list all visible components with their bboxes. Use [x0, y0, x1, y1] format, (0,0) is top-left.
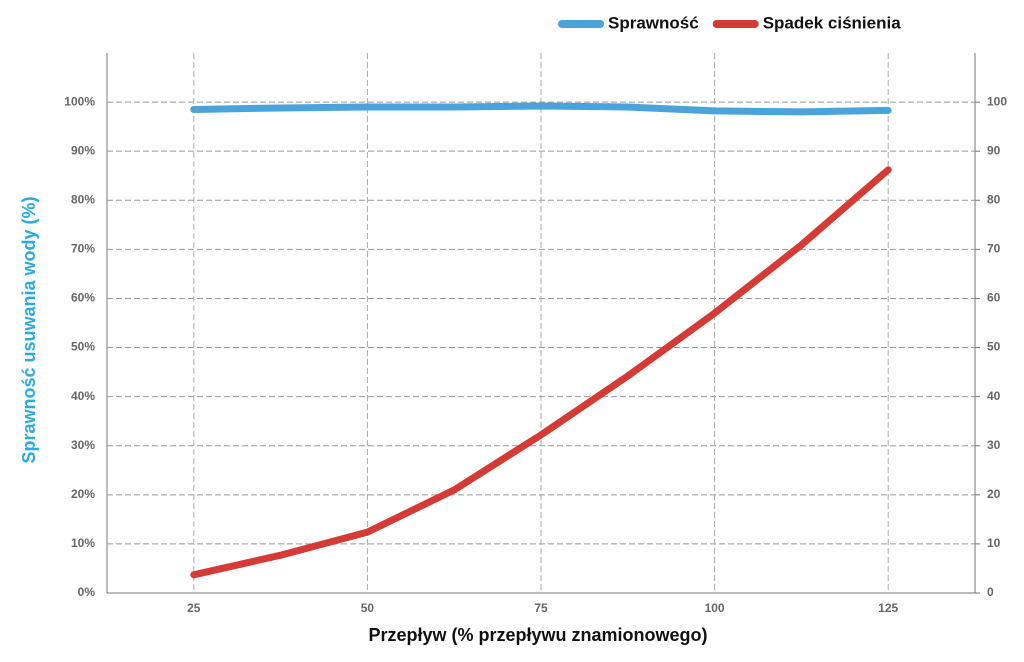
- y-axis-title: Sprawność usuwania wody (%): [19, 196, 39, 463]
- y2-tick-label: 60: [987, 291, 1001, 305]
- x-tick-label: 125: [878, 601, 898, 615]
- y-tick-label: 10%: [71, 536, 95, 550]
- y2-tick-label: 90: [987, 143, 1001, 157]
- y2-tick-label: 40: [987, 389, 1001, 403]
- x-tick-label: 100: [705, 601, 725, 615]
- y-tick-label: 30%: [71, 438, 95, 452]
- y-tick-label: 40%: [71, 389, 95, 403]
- y2-tick-label: 70: [987, 242, 1001, 256]
- x-tick-label: 75: [534, 601, 548, 615]
- series-line: [190, 166, 892, 579]
- y-tick-label: 60%: [71, 291, 95, 305]
- y-tick-label: 100%: [64, 94, 95, 108]
- y-tick-label: 0%: [78, 585, 96, 599]
- series-line: [190, 102, 892, 116]
- y2-tick-label: 80: [987, 192, 1001, 206]
- y-tick-label: 70%: [71, 242, 95, 256]
- y-tick-label: 50%: [71, 340, 95, 354]
- x-axis-title: Przepływ (% przepływu znamionowego): [368, 625, 707, 645]
- y2-tick-label: 100: [987, 94, 1007, 108]
- y-tick-label: 20%: [71, 487, 95, 501]
- legend-label: Sprawność: [608, 13, 699, 32]
- y2-tick-label: 50: [987, 340, 1001, 354]
- legend-label: Spadek ciśnienia: [763, 13, 901, 32]
- x-tick-label: 25: [187, 601, 201, 615]
- y2-tick-label: 0: [987, 585, 994, 599]
- y-tick-label: 90%: [71, 143, 95, 157]
- y2-tick-label: 30: [987, 438, 1001, 452]
- y-tick-label: 80%: [71, 192, 95, 206]
- y2-tick-label: 10: [987, 536, 1001, 550]
- y2-tick-label: 20: [987, 487, 1001, 501]
- x-tick-label: 50: [361, 601, 375, 615]
